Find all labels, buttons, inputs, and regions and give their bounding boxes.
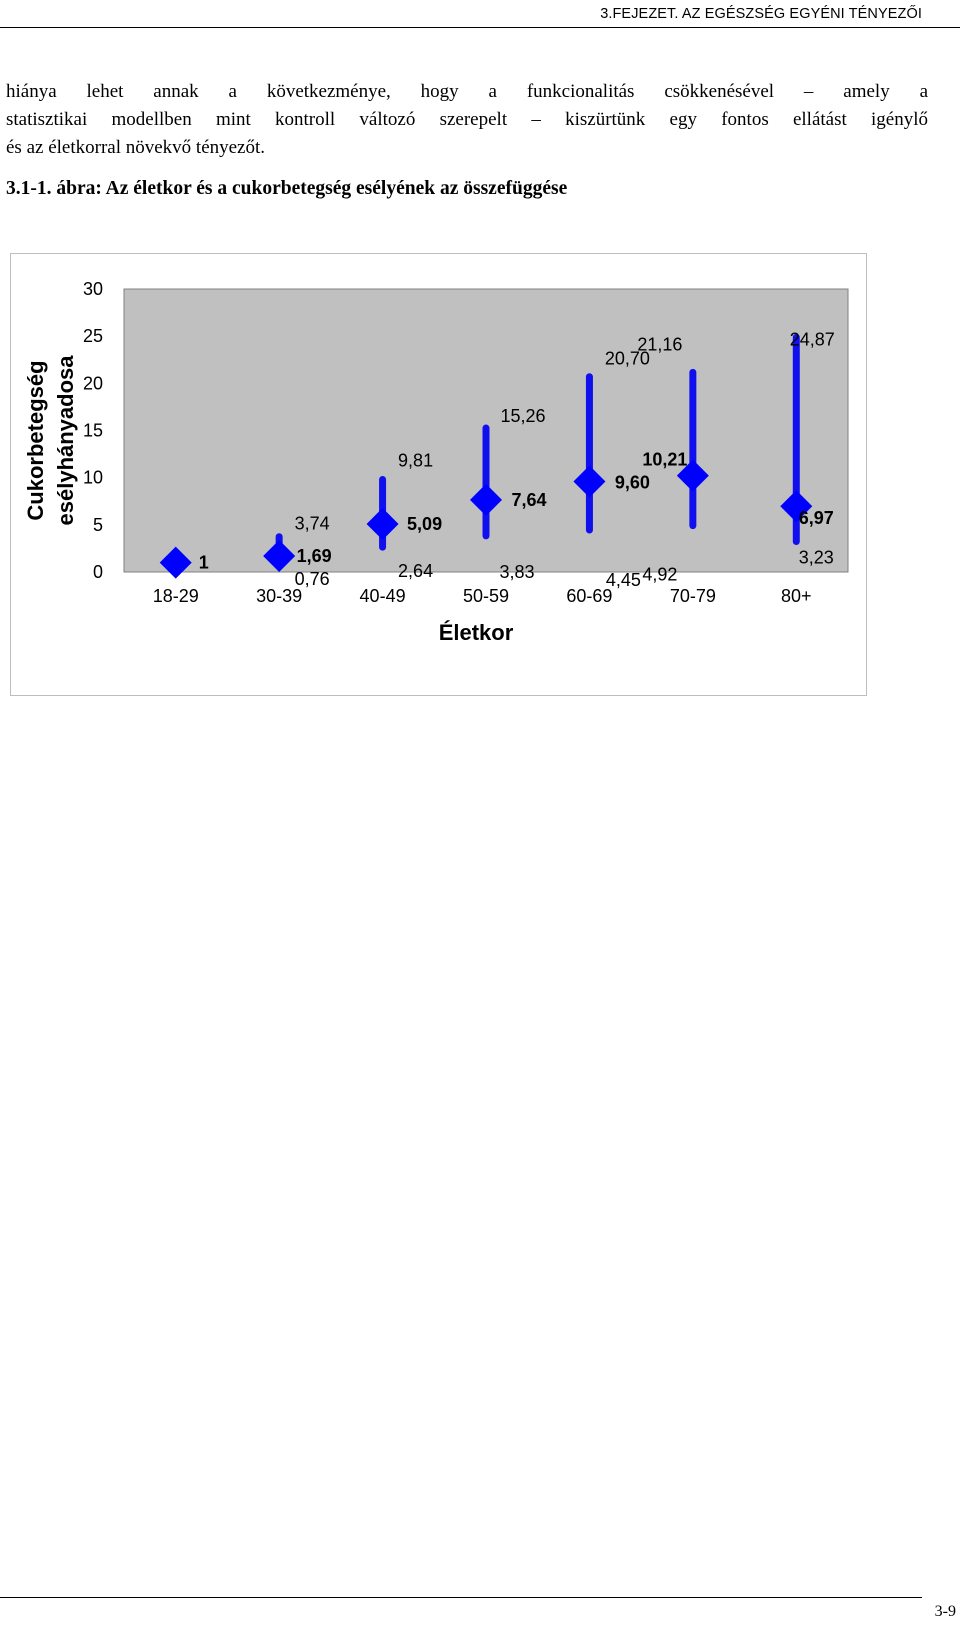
point-label: 10,21	[642, 450, 687, 470]
body-line: és az életkorral növekvő tényezőt.	[6, 137, 266, 158]
y-tick-label: 10	[83, 468, 103, 488]
point-label: 7,64	[511, 490, 546, 510]
footer-rule	[0, 1597, 922, 1598]
header-rule	[0, 27, 960, 28]
lower-bound-label: 4,45	[606, 570, 641, 590]
page-number: 3-9	[934, 1603, 956, 1620]
upper-bound-label: 24,87	[790, 329, 835, 349]
body-paragraph: hiánya lehet annak a következménye, hogy…	[6, 78, 928, 162]
lower-bound-label: 2,64	[398, 561, 433, 581]
x-tick-label: 70-79	[670, 586, 716, 606]
odds-ratio-marker	[159, 546, 192, 579]
odds-ratio-marker	[470, 483, 502, 516]
y-tick-label: 30	[83, 279, 103, 299]
upper-bound-label: 3,74	[295, 514, 330, 534]
upper-bound-label: 15,26	[500, 406, 545, 426]
y-tick-labels: 0 5 10 15 20 25 30	[83, 279, 103, 582]
x-tick-labels: 18-29 30-39 40-49 50-59 60-69 70-79 80+	[153, 586, 812, 606]
x-tick-label: 30-39	[256, 586, 302, 606]
markers	[159, 459, 813, 579]
upper-bound-label: 21,16	[637, 334, 682, 354]
y-tick-label: 20	[83, 373, 103, 393]
x-tick-label: 50-59	[463, 586, 509, 606]
x-tick-label: 18-29	[153, 586, 199, 606]
point-label: 9,60	[615, 472, 650, 492]
y-tick-label: 15	[83, 421, 103, 441]
x-tick-label: 60-69	[566, 586, 612, 606]
odds-ratio-marker	[780, 490, 813, 523]
lower-bound-label: 4,92	[642, 565, 677, 585]
y-axis-title-line-2: esélyhányadosa	[53, 355, 78, 526]
point-label: 6,97	[799, 508, 834, 528]
lower-bound-label: 3,83	[499, 562, 534, 582]
x-axis-title: Életkor	[439, 620, 514, 645]
upper-bound-label: 20,70	[605, 349, 650, 369]
y-tick-label: 5	[93, 515, 103, 535]
upper-bound-label: 9,81	[398, 450, 433, 470]
running-header: 3.FEJEZET. AZ EGÉSZSÉG EGYÉNI TÉNYEZŐI	[600, 6, 922, 22]
lower-bound-label: 3,23	[799, 548, 834, 568]
point-label: 5,09	[407, 514, 442, 534]
point-label: 1,69	[297, 546, 332, 566]
x-tick-label: 40-49	[360, 586, 406, 606]
odds-ratio-marker	[263, 540, 296, 573]
body-line: hiánya lehet annak a következménye, hogy…	[6, 81, 928, 102]
lower-bound-label: 0,76	[295, 569, 330, 589]
chart: 0 5 10 15 20 25 30 18-29 30-39 40-49 50-59 60-69 70…	[23, 279, 849, 645]
chart-frame: 0 5 10 15 20 25 30 18-29 30-39 40-49 50-59 60-69 70…	[10, 253, 867, 696]
data-labels: 1 1,69 3,74 0,76 5,09 9,81 2,64 7,64 15,26 3,83 9,…	[199, 329, 835, 590]
odds-ratio-marker	[573, 465, 606, 498]
figure-caption: 3.1-1. ábra: Az életkor és a cukorbetegs…	[6, 178, 568, 199]
y-tick-label: 25	[83, 326, 103, 346]
body-line: statisztikai modellben mint kontroll vál…	[6, 109, 928, 130]
point-label: 1	[199, 553, 209, 573]
odds-ratio-marker	[366, 507, 399, 540]
y-tick-label: 0	[93, 562, 103, 582]
x-tick-label: 80+	[781, 586, 812, 606]
odds-ratio-marker	[676, 459, 709, 492]
y-axis-title-line-1: Cukorbetegség	[23, 360, 48, 520]
